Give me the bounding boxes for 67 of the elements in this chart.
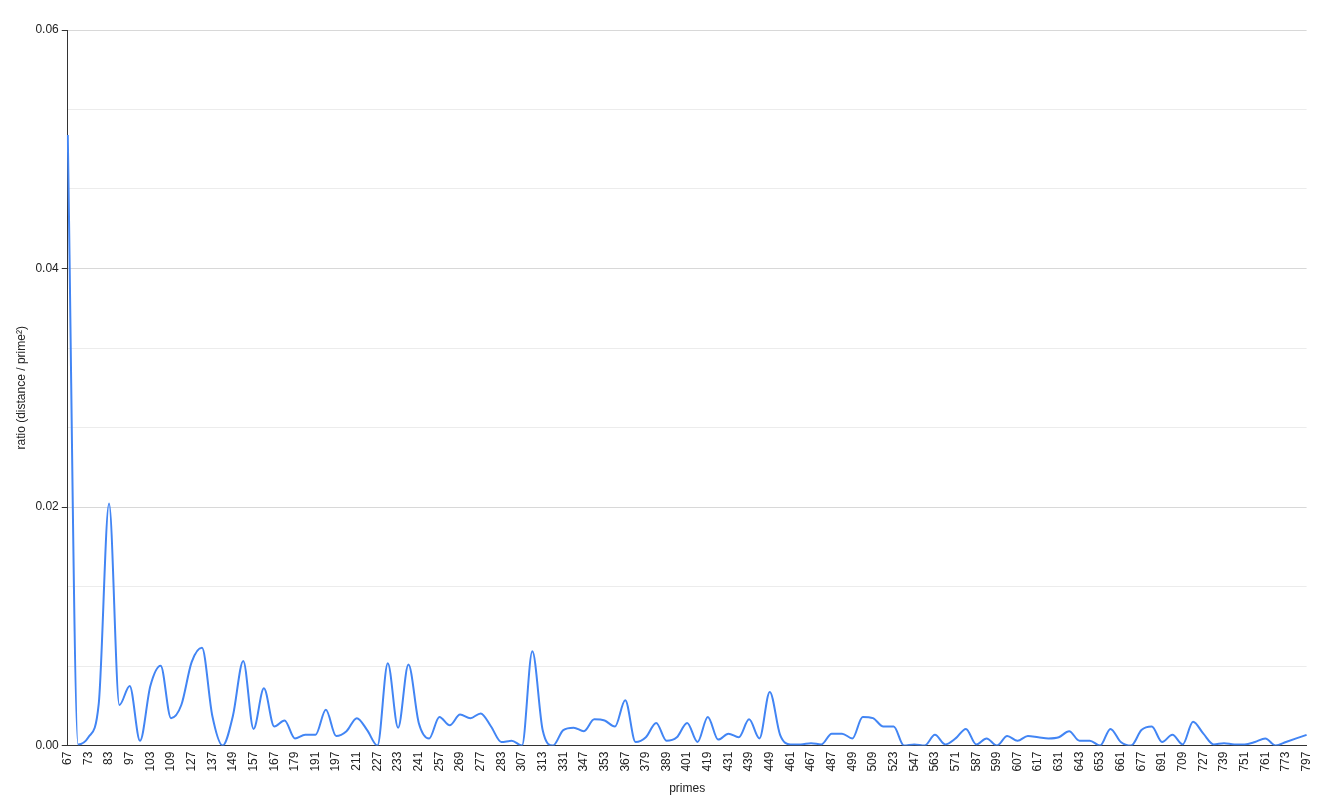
x-tick-label: 379 (638, 751, 653, 772)
y-tick-label: 0.04 (35, 260, 60, 275)
x-tick-label: 653 (1092, 751, 1107, 772)
x-tick-label: 179 (287, 751, 302, 772)
x-tick-label: 661 (1113, 751, 1128, 772)
y-tick-label: 0.06 (35, 22, 60, 37)
x-tick-label: 269 (452, 751, 467, 772)
x-tick-label: 631 (1051, 751, 1066, 772)
x-tick-label: 523 (885, 751, 900, 772)
x-tick-label: 367 (617, 751, 632, 772)
x-tick-label: 571 (947, 751, 962, 772)
x-tick-label: 419 (700, 751, 715, 772)
x-tick-label: 307 (514, 751, 529, 772)
x-tick-label: 137 (204, 751, 219, 772)
x-tick-label: 677 (1133, 751, 1148, 772)
x-tick-label: 617 (1030, 751, 1045, 772)
x-tick-label: 599 (989, 751, 1004, 772)
x-tick-label: 211 (349, 751, 364, 771)
x-tick-label: 461 (782, 751, 797, 772)
x-tick-label: 563 (927, 751, 942, 772)
x-tick-label: 257 (431, 751, 446, 772)
x-tick-label: 509 (865, 751, 880, 772)
x-tick-label: 97 (122, 751, 137, 765)
x-tick-label: 389 (658, 751, 673, 772)
x-tick-label: 709 (1175, 751, 1190, 772)
x-tick-label: 449 (762, 751, 777, 772)
x-tick-label: 727 (1195, 751, 1210, 772)
x-tick-label: 73 (80, 751, 95, 765)
x-tick-label: 499 (844, 751, 859, 772)
y-axis-title: ratio (distance / prime²) (13, 326, 28, 450)
x-tick-label: 739 (1216, 751, 1231, 772)
x-tick-label: 431 (720, 751, 735, 772)
x-tick-label: 347 (576, 751, 591, 772)
x-tick-label: 83 (101, 751, 116, 765)
x-tick-label: 401 (679, 751, 694, 772)
x-tick-label: 167 (266, 751, 281, 772)
x-tick-label: 797 (1298, 751, 1313, 772)
x-tick-label: 227 (369, 751, 384, 772)
x-tick-label: 587 (968, 751, 983, 772)
x-tick-label: 157 (245, 751, 260, 772)
y-tick-label: 0.02 (35, 499, 60, 514)
x-tick-label: 197 (328, 751, 343, 772)
x-tick-label: 109 (163, 751, 178, 772)
x-tick-label: 547 (906, 751, 921, 772)
y-tick-label: 0.00 (35, 737, 60, 752)
x-tick-label: 353 (596, 751, 611, 772)
x-tick-label: 277 (473, 751, 488, 772)
x-tick-label: 233 (390, 751, 405, 772)
x-tick-label: 313 (534, 751, 549, 772)
x-tick-label: 691 (1154, 751, 1169, 772)
x-tick-label: 439 (741, 751, 756, 772)
x-tick-label: 467 (803, 751, 818, 772)
x-tick-label: 643 (1071, 751, 1086, 772)
x-tick-label: 761 (1257, 751, 1272, 772)
x-tick-label: 67 (60, 751, 75, 765)
x-axis-title: primes (669, 781, 706, 796)
x-tick-label: 191 (307, 751, 322, 772)
x-tick-label: 283 (493, 751, 508, 772)
x-tick-label: 773 (1278, 751, 1293, 772)
x-tick-label: 127 (183, 751, 198, 772)
x-tick-label: 751 (1236, 751, 1251, 772)
x-tick-label: 149 (225, 751, 240, 772)
x-tick-label: 103 (142, 751, 157, 772)
x-tick-label: 241 (411, 751, 426, 772)
x-tick-label: 607 (1009, 751, 1024, 772)
x-tick-label: 331 (555, 751, 570, 772)
x-tick-label: 487 (824, 751, 839, 772)
